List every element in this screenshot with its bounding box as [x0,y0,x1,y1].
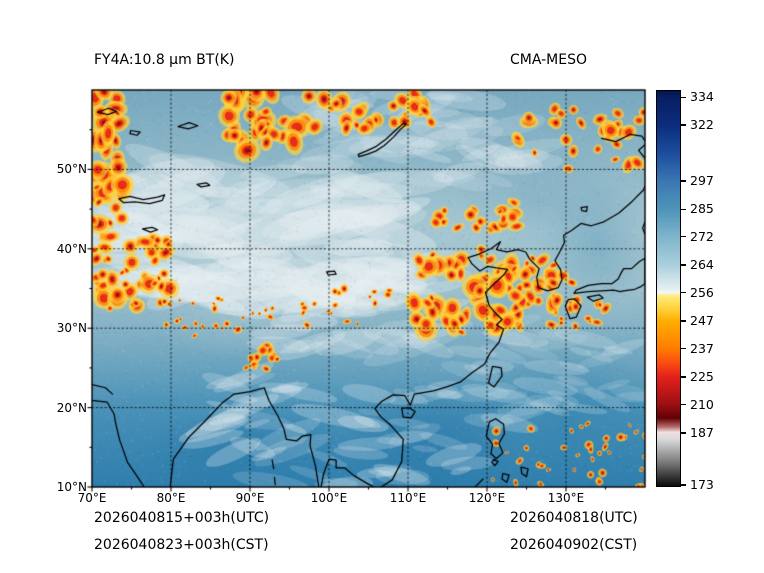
colorbar [656,90,681,487]
colorbar-tick [681,432,686,434]
x-tick-label: 100°E [310,491,348,505]
colorbar-tick-label: 247 [690,313,714,329]
colorbar-tick-label: 173 [690,477,714,492]
x-tick-label: 110°E [389,491,427,505]
colorbar-tick-label: 264 [690,257,714,273]
y-tick-label: 50°N [56,162,87,177]
x-tick-label: 130°E [547,491,585,505]
colorbar-tick [681,124,686,126]
valid-time-cst: 2026040902(CST) [510,537,638,553]
colorbar-tick-label: 334 [690,89,714,105]
colorbar-tick-label: 297 [690,172,714,188]
colorbar-tick [681,404,686,406]
model-label: CMA-MESO [510,52,588,68]
forecast-time-utc: 2026040815+003h(UTC) [94,510,270,526]
colorbar-tick [681,292,686,294]
colorbar-tick-label: 187 [690,425,714,440]
y-tick-label: 30°N [56,321,87,336]
colorbar-tick [681,180,686,182]
x-tick-label: 90°E [235,491,265,505]
x-tick-label: 80°E [156,491,186,505]
x-tick-label: 70°E [77,491,107,505]
plot-title: FY4A:10.8 μm BT(K) [94,52,235,68]
x-tick-label: 120°E [468,491,506,505]
colorbar-tick [681,96,686,98]
colorbar-tick [681,208,686,210]
map-canvas [86,84,654,496]
valid-time-utc: 2026040818(UTC) [510,510,638,526]
y-tick-label: 20°N [56,400,87,415]
colorbar-tick-label: 256 [690,284,714,300]
colorbar-tick [681,236,686,238]
colorbar-tick-label: 322 [690,116,714,132]
colorbar-tick [681,348,686,350]
y-tick-label: 10°N [56,480,87,494]
colorbar-tick [681,264,686,266]
colorbar-tick-label: 210 [690,396,714,412]
colorbar-tick [681,376,686,378]
colorbar-tick-label: 285 [690,201,714,217]
forecast-time-cst: 2026040823+003h(CST) [94,537,269,553]
y-tick-label: 40°N [56,241,87,256]
colorbar-tick-label: 272 [690,228,714,244]
colorbar-tick [681,484,686,486]
colorbar-tick [681,320,686,322]
colorbar-tick-label: 225 [690,369,714,385]
colorbar-tick-label: 237 [690,340,714,356]
